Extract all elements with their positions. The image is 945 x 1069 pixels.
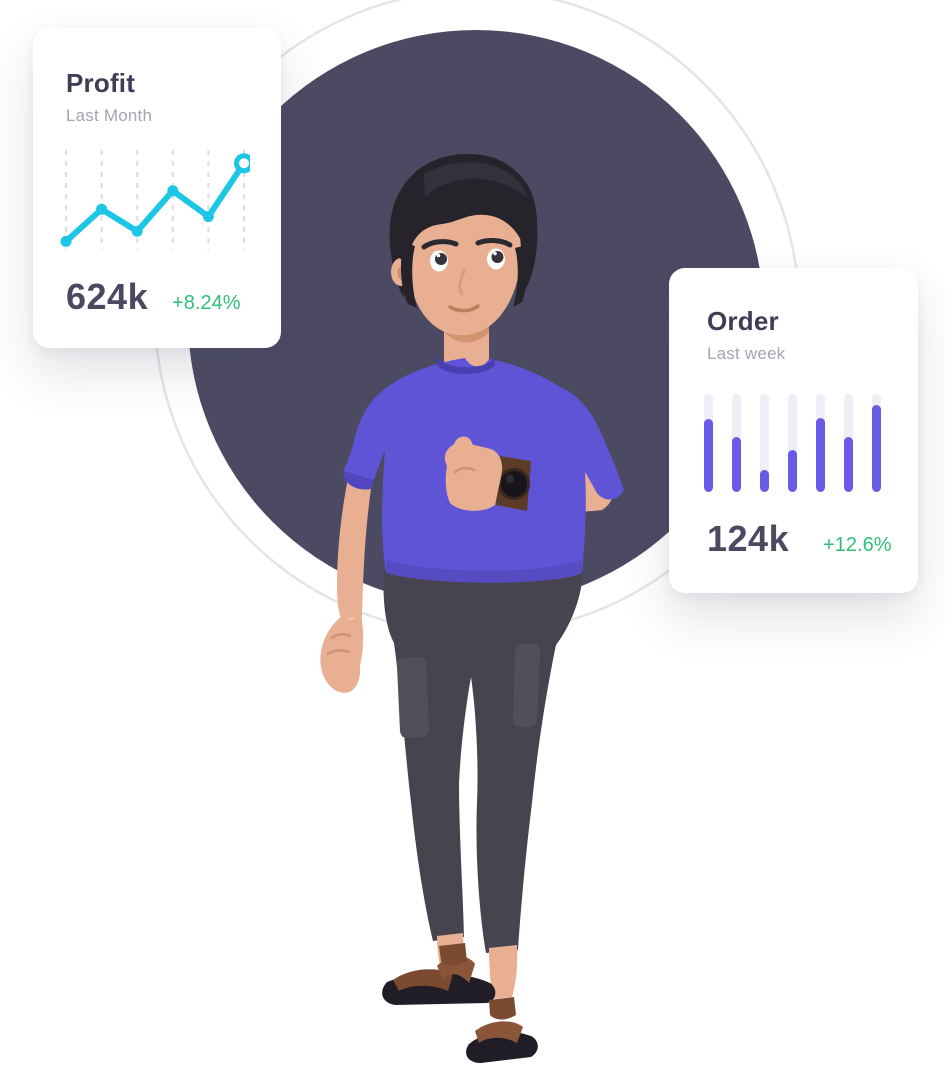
bar-fill — [844, 437, 853, 492]
bar-track — [816, 394, 825, 492]
wristwatch — [496, 456, 531, 511]
data-point — [96, 203, 108, 215]
profit-card-subtitle: Last Month — [66, 106, 153, 125]
profit-change-badge: +8.24% — [172, 292, 241, 314]
nose — [458, 269, 466, 296]
thumbs-up-hand — [444, 436, 503, 511]
character-pants — [383, 570, 583, 953]
character-head — [389, 153, 538, 336]
profit-value: 624k — [66, 276, 149, 317]
character-illustration — [320, 153, 624, 1063]
eyebrow-right — [475, 238, 513, 248]
bar-track — [732, 394, 741, 492]
bar-track — [760, 394, 769, 492]
data-point — [131, 225, 143, 237]
bar-track — [704, 394, 713, 492]
bar-fill — [872, 404, 881, 492]
order-card-subtitle: Last week — [707, 344, 786, 363]
profit-line-chart — [60, 150, 250, 250]
trend-line — [63, 160, 247, 245]
hair-highlight — [424, 162, 527, 197]
order-card-title: Order — [707, 306, 779, 336]
bar-fill — [704, 419, 713, 492]
character-left-arm — [320, 478, 372, 693]
order-change-badge: +12.6% — [823, 534, 892, 556]
bar-fill — [788, 449, 797, 492]
data-point — [167, 185, 179, 197]
order-bar-chart — [704, 394, 881, 492]
profit-stat-card: Profit Last Month 624k +8.24% — [33, 28, 281, 348]
bar-fill — [760, 470, 769, 492]
cargo-pocket-right — [513, 644, 540, 727]
bar-track — [788, 394, 797, 492]
last-data-point — [234, 153, 250, 174]
bar-track — [844, 394, 853, 492]
mouth — [448, 304, 480, 313]
eye-left — [430, 250, 448, 272]
eye-right — [487, 248, 505, 270]
character-feet — [382, 933, 538, 1063]
bar-track — [872, 394, 881, 492]
cargo-pocket-left — [396, 656, 430, 739]
profit-card-title: Profit — [66, 68, 136, 98]
data-point — [202, 211, 214, 223]
bar-fill — [816, 417, 825, 492]
eyebrow-left — [421, 239, 459, 250]
order-value: 124k — [707, 518, 790, 559]
data-point — [60, 235, 72, 247]
bar-fill — [732, 437, 741, 492]
order-stat-card: Order Last week 124k +12.6% — [669, 268, 918, 593]
